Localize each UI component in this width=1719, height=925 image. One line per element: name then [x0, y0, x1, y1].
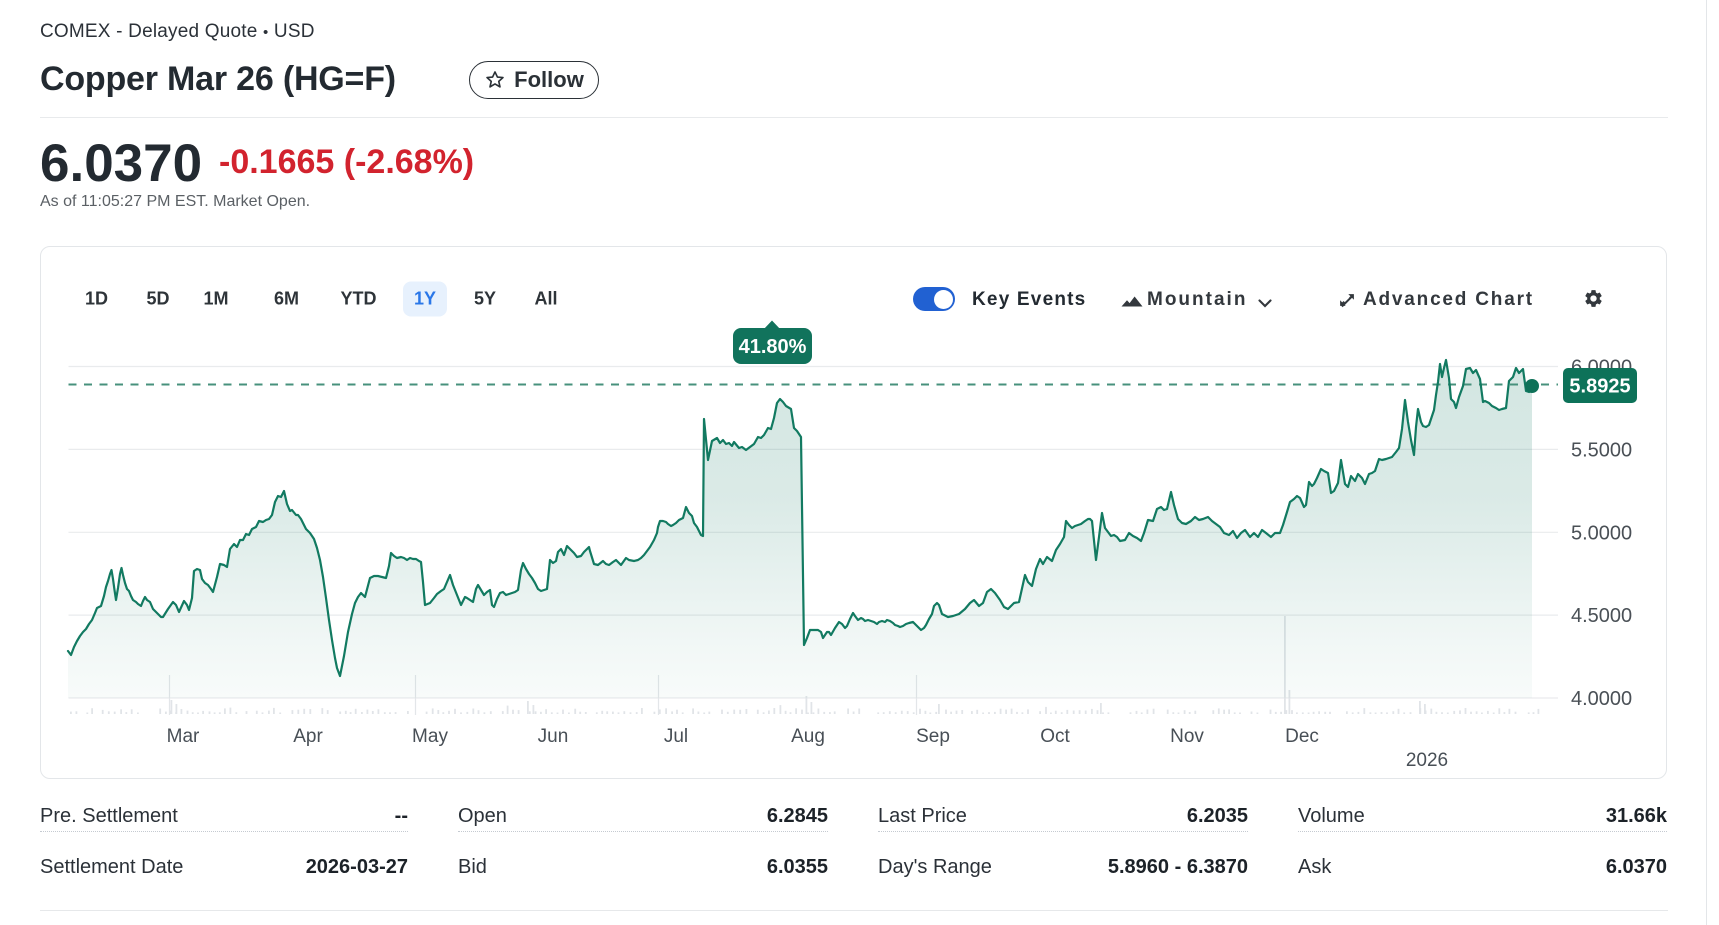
svg-text:5.0000: 5.0000	[1571, 522, 1632, 544]
svg-text:5.5000: 5.5000	[1571, 439, 1632, 461]
svg-text:Oct: Oct	[1040, 726, 1070, 747]
svg-text:Dec: Dec	[1285, 726, 1319, 747]
svg-text:5.8925: 5.8925	[1569, 376, 1630, 398]
svg-text:Jun: Jun	[538, 726, 569, 747]
svg-text:41.80%: 41.80%	[739, 336, 807, 358]
svg-text:May: May	[412, 726, 448, 747]
svg-text:Apr: Apr	[293, 726, 323, 747]
svg-text:Mar: Mar	[167, 726, 200, 747]
svg-text:Aug: Aug	[791, 726, 825, 747]
svg-text:4.5000: 4.5000	[1571, 605, 1632, 627]
svg-text:Sep: Sep	[916, 726, 950, 747]
svg-text:Nov: Nov	[1170, 726, 1204, 747]
svg-text:2026: 2026	[1406, 750, 1448, 771]
svg-text:4.0000: 4.0000	[1571, 688, 1632, 710]
svg-text:Jul: Jul	[664, 726, 688, 747]
